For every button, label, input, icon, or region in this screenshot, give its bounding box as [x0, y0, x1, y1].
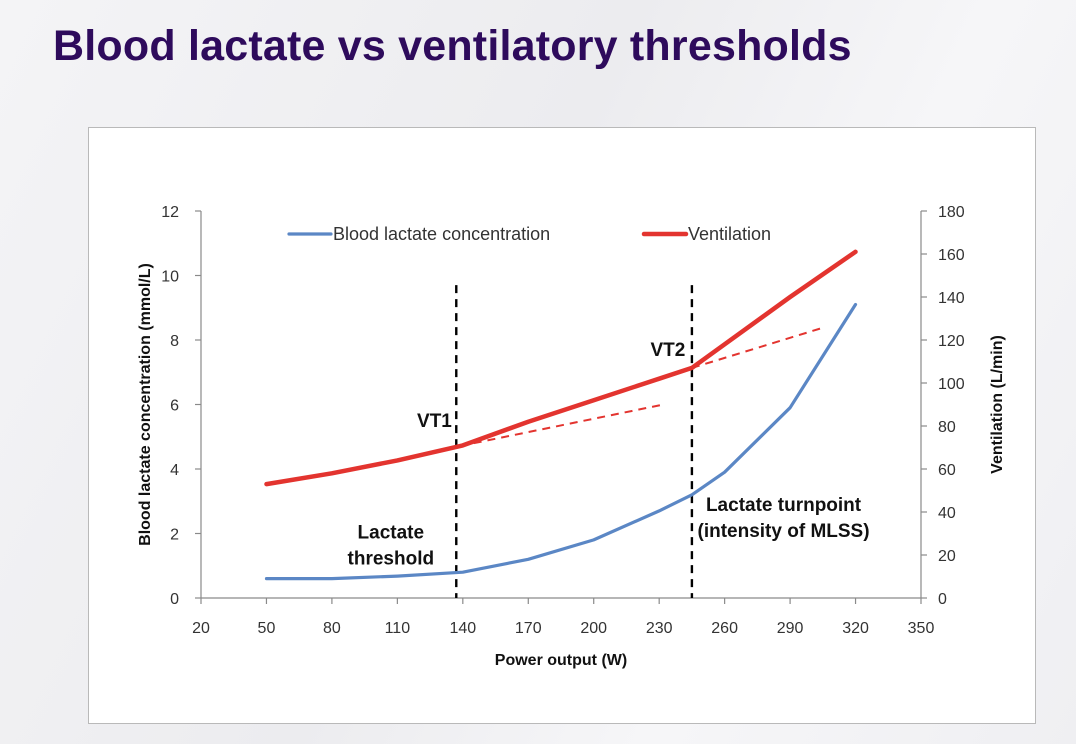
chart-annotations: VT1 VT2 Lactate threshold Lactate turnpoint (…: [348, 340, 870, 569]
x-tick-label: 50: [258, 620, 276, 637]
y-right-tick-label: 80: [938, 419, 956, 436]
blood-lactate-line: [264, 302, 858, 581]
y-right-tick-label: 0: [938, 591, 947, 608]
y-left-tick-label: 4: [170, 462, 179, 479]
ventilation-line: [264, 249, 858, 487]
trend-line: [691, 326, 826, 369]
annotation-label: threshold: [348, 548, 435, 569]
y-left-tick-label: 10: [161, 269, 179, 286]
trend-line: [473, 403, 664, 445]
y-right-tick-label: 160: [938, 247, 965, 264]
y-right-tick-label: 60: [938, 462, 956, 479]
x-axis-title: Power output (W): [495, 652, 627, 669]
x-tick-label: 20: [192, 620, 210, 637]
slide-title: Blood lactate vs ventilatory thresholds: [53, 22, 852, 70]
annotation-label: Lactate: [358, 522, 425, 543]
x-tick-label: 140: [449, 620, 476, 637]
y-left-tick-label: 12: [161, 204, 179, 221]
trend-lines: [473, 326, 826, 445]
y-axis-left-title: Blood lactate concentration (mmol/L): [137, 263, 154, 546]
y-left-tick-label: 2: [170, 527, 179, 544]
x-tick-label: 320: [842, 620, 869, 637]
y-axis-right-title: Ventilation (L/min): [989, 335, 1006, 474]
annotation-label: Lactate turnpoint: [706, 495, 862, 516]
annotation-label: VT2: [650, 340, 685, 361]
y-right-tick-label: 180: [938, 204, 965, 221]
threshold-lines: [455, 285, 694, 598]
x-tick-label: 230: [646, 620, 673, 637]
y-right-tick-label: 40: [938, 505, 956, 522]
chart-series: [264, 249, 858, 581]
x-tick-label: 110: [385, 620, 411, 637]
x-tick-label: 290: [777, 620, 804, 637]
annotation-label: VT1: [417, 411, 452, 432]
annotation-label: (intensity of MLSS): [698, 521, 870, 542]
y-right-tick-label: 20: [938, 548, 956, 565]
y-right-tick-label: 140: [938, 290, 965, 307]
legend-label: Blood lactate concentration: [333, 224, 550, 244]
x-tick-label: 170: [515, 620, 542, 637]
chart-legend: Blood lactate concentration Ventilation: [287, 224, 771, 244]
x-tick-label: 260: [711, 620, 738, 637]
x-tick-label: 200: [580, 620, 607, 637]
y-left-tick-label: 0: [170, 591, 179, 608]
x-tick-label: 80: [323, 620, 341, 637]
y-left-tick-label: 8: [170, 333, 179, 350]
y-right-tick-label: 120: [938, 333, 965, 350]
y-right-tick-label: 100: [938, 376, 965, 393]
y-left-tick-label: 6: [170, 398, 179, 415]
x-tick-label: 350: [908, 620, 935, 637]
legend-label: Ventilation: [688, 224, 771, 244]
chart-frame: 0 2 4 6 8 10 12 0 20 40 60 80 100 120 140 160 180 20 50 80 1…: [88, 127, 1036, 724]
